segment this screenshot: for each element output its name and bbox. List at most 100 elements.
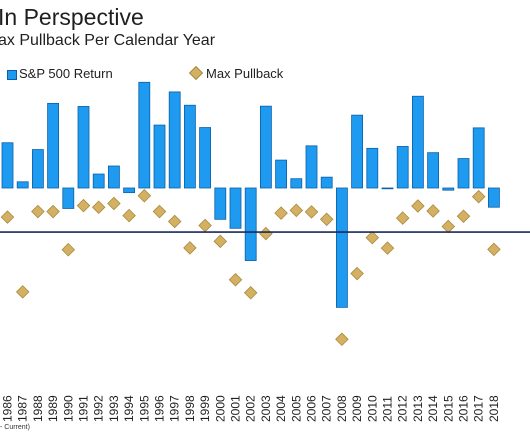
x-tick-label-2016: 2016 — [457, 395, 471, 422]
bar-2018 — [487, 187, 500, 208]
x-tick-label-2009: 2009 — [350, 395, 364, 422]
bar-2015 — [442, 187, 455, 191]
bar-2010 — [366, 147, 379, 189]
legend-return-swatch — [7, 70, 17, 80]
bar-series — [1, 81, 500, 308]
bar-2000 — [214, 187, 227, 220]
bar-2012 — [396, 146, 409, 189]
marker-2002 — [243, 286, 258, 300]
x-tick-labels: 1986 1987 1988 1989 1990 1991 1992 1993 1994 1995… — [1, 395, 501, 422]
marker-2006 — [304, 205, 319, 219]
x-tick-label-2018: 2018 — [487, 395, 501, 422]
bar-1990 — [62, 187, 75, 209]
x-tick-label-1999: 1999 — [198, 395, 212, 422]
marker-1999 — [198, 218, 212, 233]
marker-1988 — [31, 204, 45, 219]
bar-2003 — [259, 105, 272, 189]
bar-2017 — [472, 127, 485, 189]
bar-2013 — [411, 95, 424, 189]
bar-2001 — [229, 187, 242, 229]
marker-1992 — [91, 200, 106, 214]
bar-2002 — [244, 187, 257, 261]
marker-1996 — [152, 204, 167, 219]
bar-1995 — [138, 81, 151, 189]
marker-2014 — [426, 204, 440, 218]
bar-1991 — [77, 106, 90, 189]
x-tick-label-1990: 1990 — [61, 395, 75, 422]
bar-1996 — [153, 124, 166, 189]
marker-1993 — [107, 196, 121, 211]
x-tick-label-2017: 2017 — [472, 395, 486, 422]
x-tick-label-2015: 2015 — [441, 395, 455, 422]
x-tick-label-2008: 2008 — [335, 395, 349, 422]
legend-pullback-label: Max Pullback — [206, 66, 284, 81]
x-tick-label-2014: 2014 — [426, 395, 440, 422]
marker-1990 — [61, 242, 76, 257]
bar-2011 — [381, 187, 394, 190]
marker-2003 — [259, 226, 273, 241]
x-tick-label-2003: 2003 — [259, 395, 273, 422]
chart-subtitle: ax Pullback Per Calendar Year — [0, 32, 216, 49]
x-tick-label-2004: 2004 — [274, 395, 288, 422]
marker-2016 — [456, 209, 471, 223]
marker-1994 — [122, 208, 136, 223]
marker-2000 — [213, 234, 228, 249]
x-tick-label-1991: 1991 — [77, 395, 91, 422]
marker-1997 — [167, 214, 182, 229]
bar-1999 — [199, 127, 212, 189]
x-tick-label-1998: 1998 — [183, 395, 197, 422]
x-tick-label-2002: 2002 — [244, 395, 258, 422]
marker-2008 — [335, 332, 349, 347]
marker-2011 — [380, 241, 395, 255]
x-tick-label-1993: 1993 — [107, 395, 121, 422]
x-tick-label-1997: 1997 — [168, 395, 182, 422]
x-tick-label-2005: 2005 — [289, 395, 303, 422]
marker-2009 — [350, 266, 364, 281]
bar-1988 — [32, 149, 44, 189]
bar-1987 — [16, 181, 29, 189]
bar-1997 — [168, 91, 181, 189]
bar-2009 — [351, 114, 364, 189]
marker-1986 — [0, 210, 15, 224]
marker-2004 — [274, 206, 288, 220]
bar-2005 — [290, 178, 303, 189]
bar-1994 — [123, 187, 135, 194]
marker-2017 — [471, 189, 486, 204]
x-tick-label-2010: 2010 — [365, 395, 379, 422]
marker-2018 — [487, 242, 501, 257]
x-tick-label-2006: 2006 — [305, 395, 319, 422]
legend-return-label: S&P 500 Return — [19, 66, 113, 81]
marker-1987 — [15, 285, 30, 299]
bar-2014 — [427, 152, 440, 189]
bar-2007 — [320, 176, 333, 189]
marker-1995 — [137, 188, 152, 203]
bar-2006 — [305, 145, 318, 189]
x-tick-label-2001: 2001 — [229, 395, 243, 422]
marker-2013 — [411, 199, 425, 213]
chart-title: In Perspective — [0, 4, 144, 30]
bar-2004 — [275, 159, 288, 189]
marker-2005 — [289, 203, 304, 218]
marker-series — [0, 188, 501, 347]
bar-1989 — [47, 102, 59, 189]
x-tick-label-2011: 2011 — [381, 396, 395, 422]
bar-1998 — [183, 104, 196, 189]
bar-1993 — [108, 165, 120, 189]
marker-2015 — [441, 219, 456, 234]
x-tick-label-1995: 1995 — [137, 395, 151, 422]
x-tick-label-2000: 2000 — [213, 395, 227, 422]
marker-2001 — [228, 272, 243, 287]
bar-1986 — [1, 142, 14, 189]
marker-2010 — [365, 230, 380, 245]
marker-1998 — [183, 241, 197, 255]
bar-1992 — [92, 173, 105, 189]
x-tick-label-1988: 1988 — [31, 395, 45, 422]
marker-2012 — [395, 211, 410, 225]
x-tick-label-1992: 1992 — [92, 395, 106, 422]
marker-1989 — [46, 204, 60, 219]
x-tick-label-1986: 1986 — [1, 395, 15, 422]
bar-2016 — [457, 158, 470, 189]
x-tick-label-2007: 2007 — [320, 395, 334, 422]
x-tick-label-2013: 2013 — [411, 395, 425, 422]
